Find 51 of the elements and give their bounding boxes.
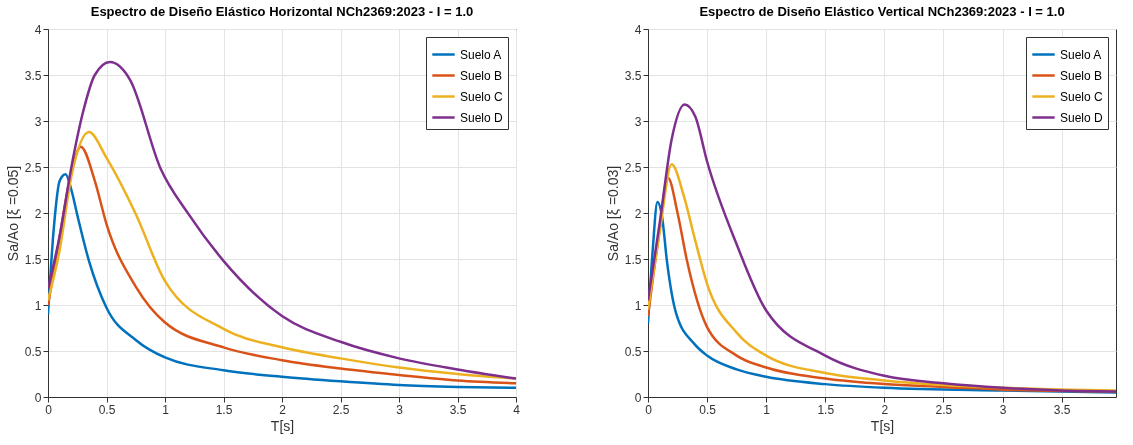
x-tick-label: 4: [513, 402, 521, 417]
x-tick-label: 0: [45, 402, 53, 417]
y-tick-label: 3: [634, 114, 642, 129]
x-axis-title: T[s]: [870, 417, 895, 434]
x-tick-label: 2: [279, 402, 287, 417]
y-tick-label: 2.5: [624, 160, 642, 175]
y-tick-label: 4: [634, 22, 642, 37]
x-tick-label: 2: [881, 402, 889, 417]
y-tick-label: 3.5: [624, 68, 642, 83]
y-axis-title: Sa/Ao [ξ =0.05]: [4, 165, 21, 262]
x-tick-label: 2.5: [935, 402, 953, 417]
line-series: [648, 103, 1116, 393]
y-tick-label: 0: [634, 390, 642, 405]
legend-label: Suelo A: [460, 47, 502, 62]
x-tick-label: 1: [763, 402, 771, 417]
x-tick-label: 0: [645, 402, 653, 417]
y-tick-label: 1: [634, 298, 642, 313]
y-tick-label: 1: [34, 298, 42, 313]
chart-title: Espectro de Diseño Elástico Horizontal NCh2369:2023 - I = 1.0: [90, 4, 474, 19]
y-tick-label: 1.5: [624, 252, 642, 267]
x-tick-label: 3: [999, 402, 1007, 417]
x-axis-title: T[s]: [270, 417, 295, 434]
x-tick-label: 0.5: [98, 402, 116, 417]
legend-label: Suelo B: [1060, 68, 1103, 83]
y-tick-label: 1.5: [24, 252, 42, 267]
x-tick-label: 1.5: [215, 402, 233, 417]
x-tick-label: 3.5: [449, 402, 467, 417]
x-tick-label: 2.5: [332, 402, 350, 417]
line-series: [48, 60, 516, 380]
x-tick-label: 3.5: [1053, 402, 1071, 417]
y-tick-label: 4: [34, 22, 42, 37]
legend-label: Suelo D: [1060, 110, 1104, 125]
x-tick-label: 1.5: [817, 402, 835, 417]
legend-label: Suelo C: [1060, 89, 1104, 104]
y-tick-label: 2: [634, 206, 642, 221]
y-tick-label: 2.5: [24, 160, 42, 175]
chart-title: Espectro de Diseño Elástico Vertical NCh2369:2023 - I = 1.0: [699, 4, 1065, 19]
x-tick-label: 1: [162, 402, 170, 417]
y-axis-title: Sa/Ao [ξ =0.03]: [604, 165, 621, 262]
legend-label: Suelo C: [460, 89, 504, 104]
legend-label: Suelo A: [1060, 47, 1102, 62]
y-tick-label: 3.5: [24, 68, 42, 83]
y-tick-label: 3: [34, 114, 42, 129]
legend-label: Suelo B: [460, 68, 503, 83]
y-tick-label: 0.5: [624, 344, 642, 359]
x-tick-label: 0.5: [699, 402, 717, 417]
x-tick-label: 3: [396, 402, 404, 417]
legend-label: Suelo D: [460, 110, 504, 125]
y-tick-label: 0.5: [24, 344, 42, 359]
y-tick-label: 2: [34, 206, 42, 221]
y-tick-label: 0: [34, 390, 42, 405]
